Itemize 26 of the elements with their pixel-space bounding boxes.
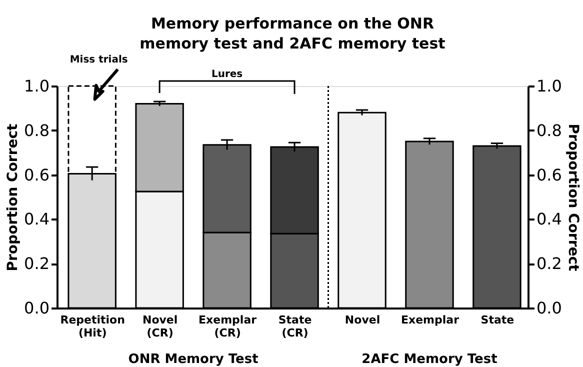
chart-title: Memory performance on the ONR memory test and 2AFC memory test [140,14,446,52]
text: 2AFC Memory Test [362,352,498,367]
y-tick-label: 1.0 [24,76,50,96]
x-tick-label: Novel [344,314,380,326]
text: Lures [211,69,243,80]
y2-tick-label: 0.4 [536,210,562,229]
y-tick-label: 0.4 [24,210,50,229]
y2-tick-label: 0.0 [536,298,562,318]
y2-tick-label: 0.2 [536,254,562,274]
x-tick-label: Repetition (Hit) [60,314,125,340]
y2-tick-label: 0.8 [536,120,562,140]
x-tick-label: Exemplar [400,314,460,326]
annotation: Miss trials [70,54,128,66]
y-tick-label: 0.8 [24,120,50,140]
y2-axis-title: Proportion Correct [564,124,581,272]
y-tick-label: 0.0 [24,298,50,318]
y2-tick-label: 0.6 [536,165,562,184]
x-tick-label: State [480,314,514,326]
y-tick-label: 0.6 [24,165,50,184]
x-tick-label: Novel (CR) [142,314,178,340]
y-axis-title: Proportion Correct [5,123,22,272]
x-tick-label: State (CR) [278,314,312,340]
y2-tick-label: 1.0 [536,76,562,96]
text: ONR Memory Test [128,352,258,367]
y-tick-label: 0.2 [24,254,50,274]
x-tick-label: Exemplar (CR) [198,314,258,340]
